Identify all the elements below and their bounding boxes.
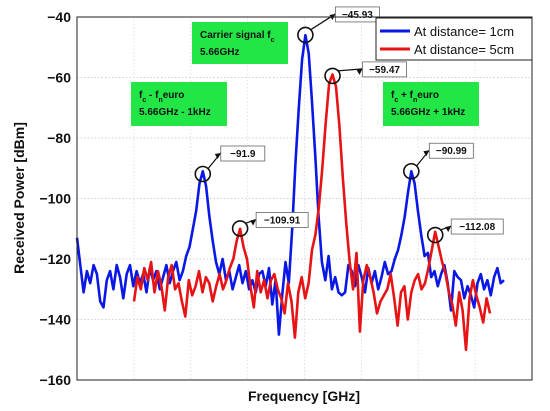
annotation-arrowhead — [445, 226, 452, 233]
y-tick-label: −80 — [47, 130, 71, 146]
text-box-line1: fc + fneuro — [391, 90, 439, 104]
annotation-arrowhead — [214, 152, 221, 159]
y-axis-title: Received Power [dBm] — [11, 122, 27, 274]
legend: At distance= 1cm At distance= 5cm — [375, 17, 533, 61]
legend-label: At distance= 5cm — [414, 42, 514, 57]
text-span: euro — [417, 90, 439, 101]
x-axis-title: Frequency [GHz] — [248, 388, 360, 404]
text-span: euro — [163, 90, 185, 101]
subscript: c — [394, 97, 398, 104]
annotation-label: −112.08 — [459, 222, 495, 233]
annotation-box — [220, 145, 266, 162]
legend-label: At distance= 1cm — [414, 24, 514, 39]
text-box: fc + fneuro 5.66GHz + 1kHz — [383, 82, 479, 126]
annotation-arrowhead — [423, 150, 430, 157]
series-line-5cm — [132, 73, 492, 352]
text-span: Carrier signal f — [200, 30, 271, 41]
peak-marker — [403, 162, 420, 180]
plot-frame — [76, 16, 533, 381]
y-tick-label: −100 — [39, 191, 71, 207]
peak-marker — [324, 67, 341, 85]
subscript: c — [271, 37, 275, 44]
text-box-bg — [192, 22, 288, 64]
subscript: n — [158, 97, 162, 104]
y-tick-label: −60 — [47, 70, 71, 86]
text-span: + f — [398, 90, 413, 101]
annotation-box — [362, 61, 407, 78]
text-span: f — [391, 90, 395, 101]
annotation-label: −109.91 — [264, 215, 301, 226]
annotation-box — [255, 212, 309, 228]
text-box: fc - fneuro 5.66GHz - 1kHz — [131, 82, 227, 126]
peak-marker — [426, 226, 444, 244]
text-span: - f — [146, 90, 159, 101]
text-box-line1: fc - fneuro — [139, 90, 184, 104]
y-axis-ticks: −40 −60 −80 −100 −120 −140 −160 — [39, 9, 71, 388]
peak-marker — [231, 220, 249, 237]
annotation-box — [450, 218, 504, 235]
text-box-bg — [383, 82, 479, 126]
annotations: −45.93 −59.47 −91.9 −109.91 −90.99 −112.08 — [207, 6, 504, 235]
text-box-line2: 5.66GHz — [200, 47, 239, 58]
legend-box — [375, 17, 533, 61]
y-tick-label: −160 — [39, 372, 71, 388]
text-span: f — [139, 90, 143, 101]
subscript: c — [142, 97, 146, 104]
annotation-label: −45.93 — [342, 10, 373, 21]
annotation-arrow — [337, 68, 363, 72]
series-layer — [75, 33, 505, 352]
annotation-box — [334, 6, 380, 23]
text-box-line2: 5.66GHz - 1kHz — [139, 107, 211, 118]
annotation-label: −91.9 — [230, 149, 256, 160]
annotation-arrowhead — [250, 219, 257, 226]
y-tick-label: −120 — [39, 251, 71, 267]
text-box-bg — [131, 82, 227, 126]
peak-marker — [194, 165, 212, 183]
text-box: Carrier signal fc 5.66GHz — [192, 22, 288, 64]
annotation-label: −90.99 — [436, 146, 467, 157]
peak-marker — [297, 26, 314, 44]
text-box-line1: Carrier signal fc — [200, 30, 275, 44]
text-box-line2: 5.66GHz + 1kHz — [391, 107, 465, 118]
y-tick-label: −140 — [39, 312, 71, 328]
y-tick-label: −40 — [47, 9, 71, 25]
subscript: n — [413, 97, 417, 104]
annotation-box — [428, 142, 474, 159]
annotation-label: −59.47 — [369, 65, 400, 76]
peak-markers — [194, 26, 444, 244]
annotation-arrowhead — [356, 68, 363, 75]
